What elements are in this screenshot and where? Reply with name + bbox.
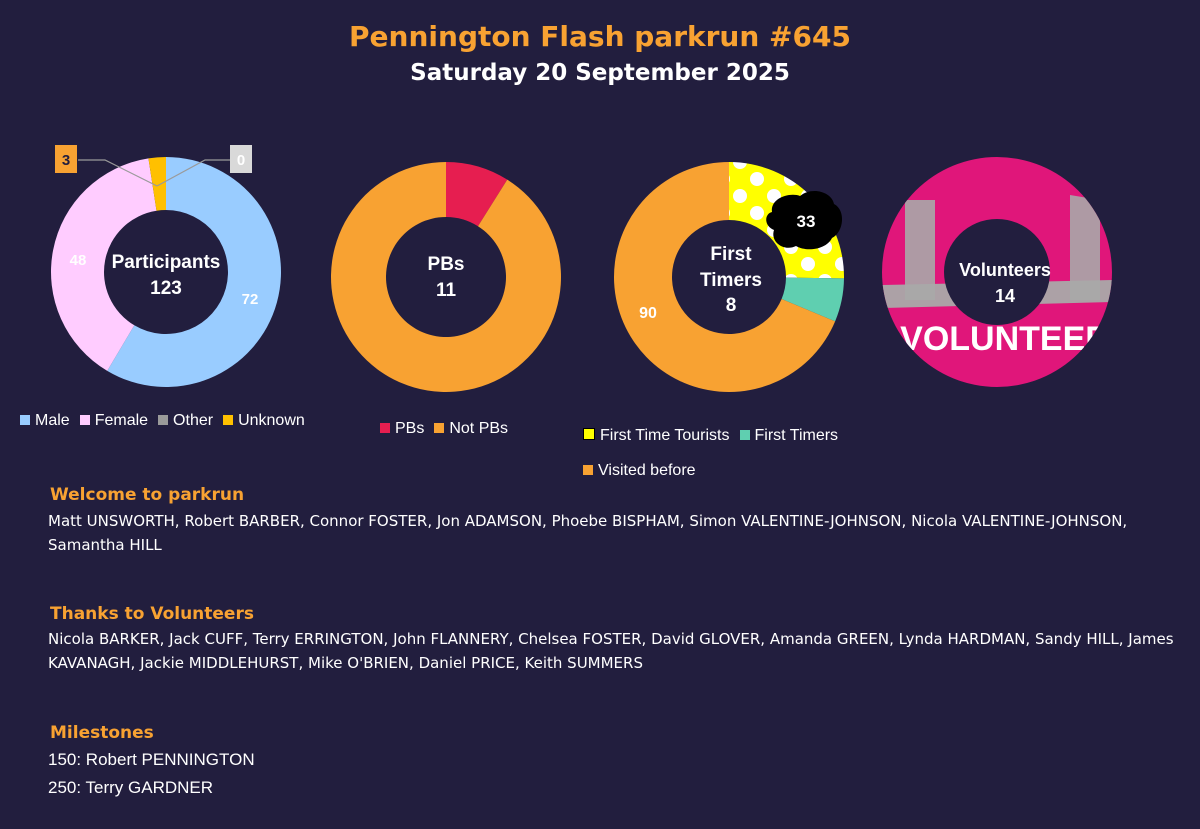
pbs-center-title: PBs — [428, 254, 465, 275]
slice-label-female: 48 — [70, 252, 87, 269]
firsttimers-legend: First Time Tourists First Timers Visited … — [583, 418, 873, 488]
donut-slice-female — [51, 158, 157, 371]
legend-item-pbs: PBs — [380, 420, 424, 438]
firsttimers-center-title-1: First — [710, 244, 752, 265]
donut-slice-first-timers — [781, 277, 844, 322]
volunteers-heading: Thanks to Volunteers — [50, 604, 254, 624]
legend-item-tourists: First Time Tourists — [583, 418, 730, 453]
slice-label-other: 0 — [237, 152, 245, 169]
callout-line-other — [156, 159, 230, 187]
volunteers-center-value: 14 — [995, 286, 1015, 306]
pbs-legend: PBs Not PBs — [380, 420, 518, 438]
firsttimers-center-value: 8 — [726, 295, 737, 316]
callout-line-unknown — [78, 159, 158, 187]
participants-center-title: Participants — [112, 252, 221, 273]
milestones-heading: Milestones — [50, 723, 154, 743]
slice-label-unknown: 3 — [62, 152, 70, 169]
legend-item-male: Male — [20, 412, 70, 430]
volunteers-center-title: Volunteers — [959, 260, 1051, 280]
callout-box-other — [230, 145, 252, 173]
slice-label-tourists: 33 — [797, 212, 816, 231]
slice-label-male: 72 — [242, 291, 259, 308]
donut-slice-male — [107, 157, 282, 387]
participants-legend: Male Female Other Unknown — [20, 412, 315, 430]
volunteers-photo-ring: VOLUNTEER — [882, 157, 1112, 387]
firsttimers-center-title-2: Timers — [700, 270, 762, 291]
legend-item-first-timers: First Timers — [739, 418, 838, 453]
legend-item-female: Female — [79, 412, 148, 430]
pbs-center-value: 11 — [436, 280, 457, 301]
donut-slice-unknown — [148, 157, 166, 211]
volunteer-vest-text: VOLUNTEER — [900, 320, 1110, 358]
welcome-names: Matt UNSWORTH, Robert BARBER, Connor FOS… — [48, 512, 1128, 554]
page-title: Pennington Flash parkrun #645 — [349, 20, 851, 53]
legend-item-not-pbs: Not PBs — [434, 420, 508, 438]
page-subtitle: Saturday 20 September 2025 — [410, 60, 790, 86]
callout-box-unknown — [55, 145, 77, 173]
sheep-icon — [766, 190, 843, 250]
donut-slice-not-pbs — [331, 162, 561, 393]
milestone-item: 250: Terry GARDNER — [48, 778, 214, 797]
volunteers-names: Nicola BARKER, Jack CUFF, Terry ERRINGTO… — [48, 630, 1174, 672]
legend-item-other: Other — [158, 412, 213, 430]
donut-slice-pbs — [446, 162, 508, 227]
participants-center-value: 123 — [150, 278, 182, 299]
welcome-heading: Welcome to parkrun — [50, 485, 245, 505]
donut-slice-visited-before — [614, 162, 836, 392]
legend-item-visited: Visited before — [583, 453, 696, 488]
milestones-list: 150: Robert PENNINGTON 250: Terry GARDNE… — [48, 746, 1178, 802]
slice-label-visited: 90 — [639, 305, 657, 322]
milestone-item: 150: Robert PENNINGTON — [48, 750, 255, 769]
legend-item-unknown: Unknown — [223, 412, 305, 430]
